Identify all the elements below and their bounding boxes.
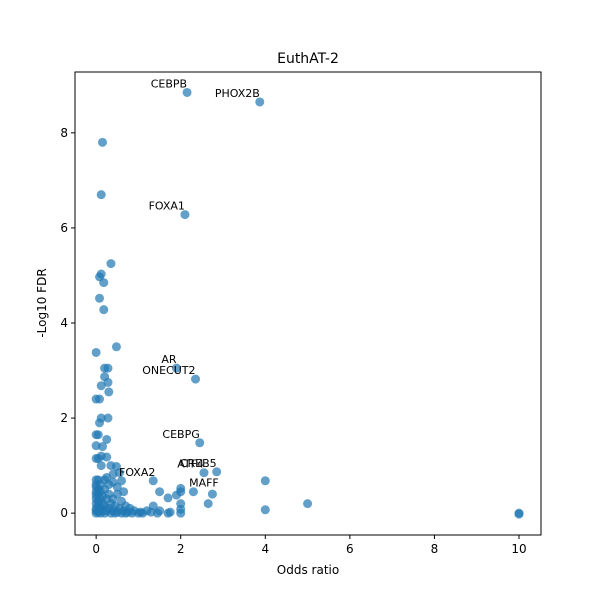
x-tick-label: 0	[92, 542, 100, 556]
point	[176, 508, 186, 518]
point	[119, 487, 129, 497]
y-tick-label: 4	[60, 316, 68, 330]
point	[102, 434, 112, 444]
point	[103, 413, 113, 423]
y-tick-label: 2	[60, 411, 68, 425]
annotation: ATF4	[177, 458, 204, 471]
point	[102, 452, 112, 462]
x-tick-label: 8	[431, 542, 439, 556]
annotation: FOXA2	[119, 466, 155, 479]
annotation: CEBPG	[162, 428, 199, 441]
point	[191, 374, 201, 384]
point	[163, 493, 173, 503]
point	[96, 461, 106, 471]
x-axis-label: Odds ratio	[277, 563, 339, 577]
annotation: PHOX2B	[215, 87, 260, 100]
point	[195, 438, 205, 448]
y-tick-label: 8	[60, 126, 68, 140]
point	[180, 210, 190, 220]
point	[99, 278, 109, 288]
point	[182, 87, 192, 97]
point	[260, 476, 270, 486]
point	[111, 342, 121, 352]
y-tick-label: 0	[60, 506, 68, 520]
annotation: CEBPB	[151, 77, 187, 90]
chart-title: EuthAT-2	[277, 51, 339, 67]
point	[155, 506, 165, 516]
annotation: ONECUT2	[142, 364, 195, 377]
point	[97, 137, 107, 147]
point	[99, 305, 109, 315]
point	[96, 381, 106, 391]
annotation: AR	[161, 353, 177, 366]
plot-frame	[74, 71, 542, 536]
point	[148, 501, 158, 511]
point	[103, 377, 113, 387]
x-tick-label: 6	[346, 542, 354, 556]
point	[203, 499, 213, 509]
point	[155, 487, 165, 497]
point	[108, 477, 118, 487]
point	[260, 505, 270, 515]
point	[93, 453, 103, 463]
y-axis-label: -Log10 FDR	[35, 268, 49, 337]
x-tick-label: 10	[511, 542, 526, 556]
point	[95, 293, 105, 303]
annotation: MAFF	[189, 477, 219, 490]
point	[303, 499, 313, 509]
point	[165, 507, 175, 517]
point	[188, 487, 198, 497]
point	[106, 259, 116, 269]
point	[255, 97, 265, 107]
x-tick-label: 4	[261, 542, 269, 556]
point	[93, 430, 103, 440]
point	[514, 509, 524, 519]
point	[104, 387, 114, 397]
point	[199, 468, 209, 478]
point	[171, 490, 181, 500]
point	[207, 489, 217, 499]
point	[171, 363, 181, 373]
point	[91, 347, 101, 357]
point	[95, 418, 105, 428]
x-tick-label: 2	[177, 542, 185, 556]
annotation: FOXA1	[149, 200, 185, 213]
point	[212, 467, 222, 477]
y-tick-label: 6	[60, 221, 68, 235]
annotation: CREB5	[180, 457, 217, 470]
point	[95, 394, 105, 404]
point	[96, 190, 106, 200]
point	[103, 363, 113, 373]
point	[148, 476, 158, 486]
point	[100, 475, 110, 485]
point	[91, 441, 101, 451]
